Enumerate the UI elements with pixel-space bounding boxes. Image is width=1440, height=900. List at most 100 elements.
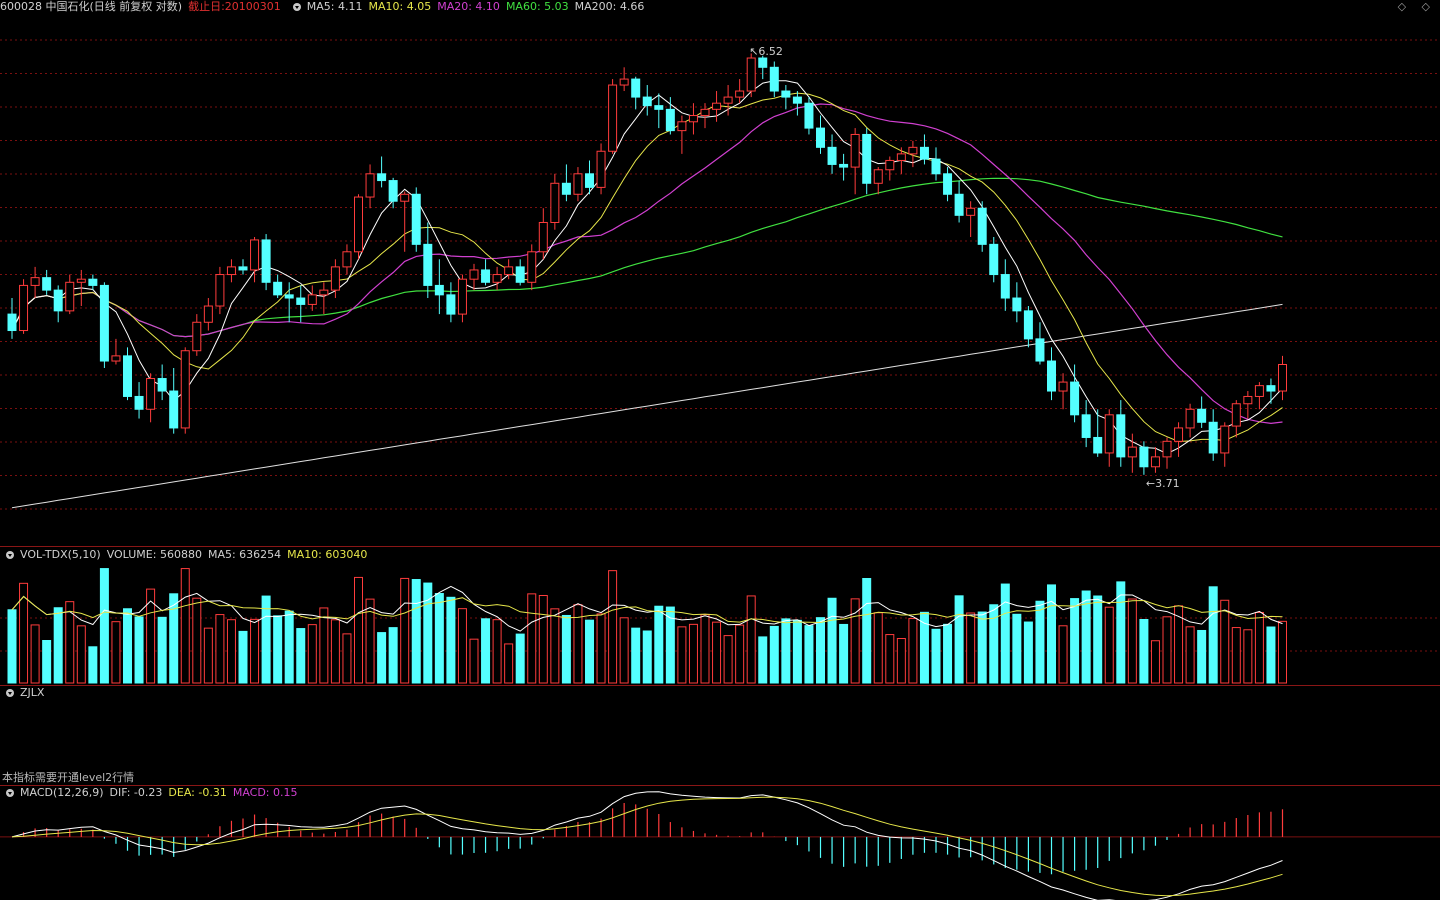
candlestick [457,274,467,323]
candlestick [19,279,29,334]
volume-bar [1127,598,1137,684]
candle-body [76,278,86,283]
volume-bar [1139,619,1149,684]
candlestick [1278,355,1287,401]
candlestick [989,236,999,283]
candlestick [792,91,802,116]
candle-body [203,305,213,323]
volume-bar [688,623,698,684]
candle-body [1093,436,1103,454]
volume-bar [515,633,525,684]
candlestick [1104,409,1114,467]
volume-bar [446,596,456,684]
candlestick [1127,433,1137,473]
volume-bar [1093,595,1103,684]
candlestick [804,97,814,135]
candlestick [76,269,86,307]
candle-body [573,173,583,195]
candlestick [434,259,444,315]
candle-body [677,121,687,132]
candlestick [931,147,941,181]
candle-body [1278,364,1287,392]
volume-panel[interactable]: VOL-TDX(5,10) VOLUME: 560880 MA5: 636254… [0,546,1440,685]
volume-bar [654,605,664,684]
candle-body [330,266,340,291]
candle-body [931,158,941,175]
candlestick [111,338,121,365]
volume-bar [769,625,779,684]
volume-bar [1047,584,1056,684]
candlestick [885,156,895,181]
candlestick [238,259,248,275]
candlestick [746,53,756,98]
indicator-menu-icon[interactable] [6,551,14,559]
indicator-menu-icon[interactable] [292,3,301,11]
zjlx-panel[interactable]: ZJLX 本指标需要开通level2行情 [0,685,1440,785]
volume-bar [76,625,86,684]
candle-body [769,66,779,92]
candlestick [561,164,571,202]
diamond-icons[interactable]: ◇ ◇ [1397,0,1436,13]
candlestick [1174,422,1184,457]
ma200-value: MA200: 4.66 [574,0,645,13]
candlestick [827,134,837,174]
candle-body [954,193,964,216]
candlestick [688,103,698,135]
candlestick [123,347,132,401]
volume-bar [53,607,63,684]
candle-body [839,163,849,168]
panel-divider[interactable] [0,785,1440,786]
ma20-value: MA20: 4.10 [437,0,500,13]
volume-bar [1070,598,1080,684]
volume-bar [665,606,675,684]
candlestick-chart[interactable] [0,0,1440,546]
candlestick [42,269,52,295]
candlestick [400,191,410,252]
volume-bar [919,611,929,684]
volume-bar [469,638,479,684]
volume-bar [1231,627,1241,684]
candlestick [573,167,583,202]
volume-bar [1243,629,1253,684]
candle-body [1116,414,1126,458]
volume-bar [735,624,745,684]
candlestick [273,274,283,299]
indicator-menu-icon[interactable] [6,789,14,797]
candle-body [434,284,444,296]
level2-notice: 本指标需要开通level2行情 [2,771,135,784]
candlestick [365,164,375,209]
volume-bar [954,595,964,684]
candle-body [1047,360,1056,392]
candlestick [1058,373,1068,410]
candlestick [1023,306,1033,348]
volume-bar [296,628,306,684]
candle-body [1174,427,1184,442]
volume-bar [723,635,733,684]
panel-divider[interactable] [0,685,1440,686]
volume-bar [816,617,825,684]
macd-panel-header: MACD(12,26,9) DIF: -0.23 DEA: -0.31 MACD… [0,786,304,800]
macd-panel[interactable]: MACD(12,26,9) DIF: -0.23 DEA: -0.31 MACD… [0,785,1440,900]
indicator-menu-icon[interactable] [6,689,14,697]
candle-body [65,281,75,312]
candle-body [284,294,294,299]
candle-body [53,289,63,312]
vol-ma10-value: MA10: 603040 [287,548,368,561]
volume-bar [931,628,941,684]
ma20-line [11,103,1283,425]
panel-divider[interactable] [0,546,1440,547]
candlestick [134,382,144,419]
price-panel[interactable]: 600028 中国石化(日线 前复权 对数) 截止日:20100301 MA5:… [0,0,1440,546]
candlestick [839,153,849,181]
candlestick [192,314,202,356]
macd-chart[interactable] [0,785,1440,900]
volume-bar [111,621,121,684]
candle-body [123,355,132,397]
volume-bar [527,593,537,684]
candle-body [1035,338,1045,362]
volume-chart[interactable] [0,546,1440,685]
candle-body [411,193,421,245]
volume-bar [423,582,433,684]
volume-bar [1162,616,1172,684]
candlestick [169,367,179,434]
